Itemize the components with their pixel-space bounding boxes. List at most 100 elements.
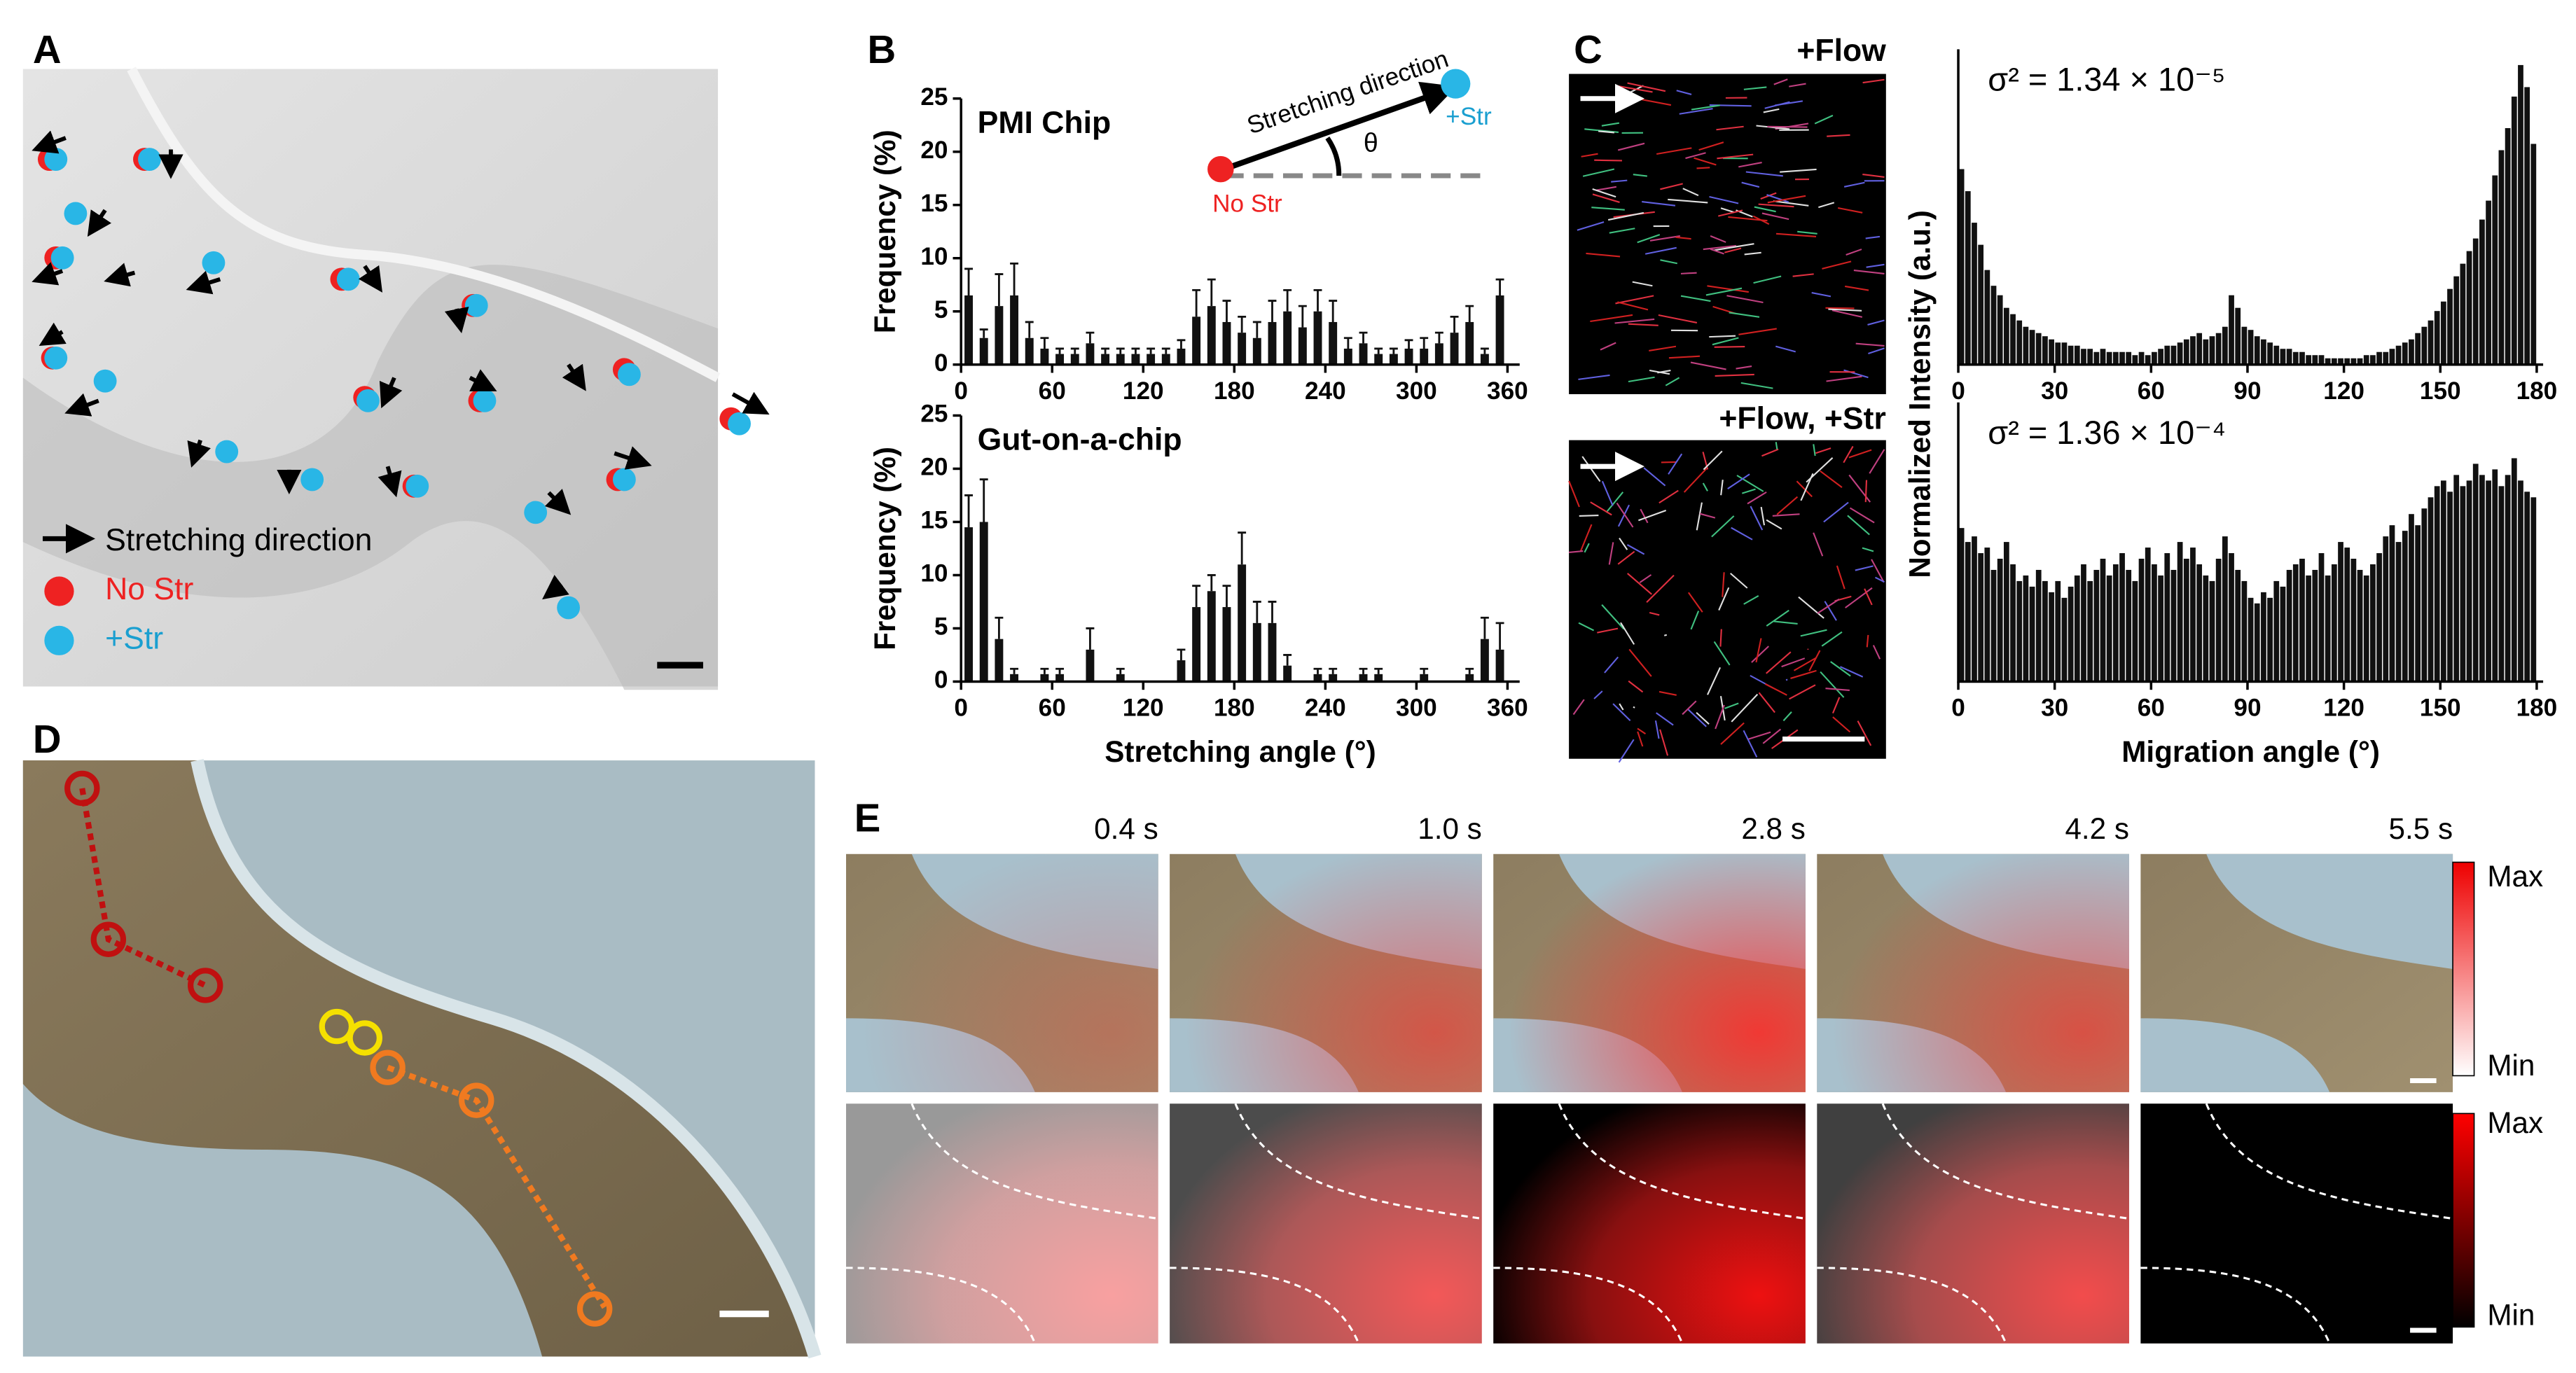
track: [1705, 287, 1743, 296]
track: [1683, 468, 1708, 493]
fluorescence-image: [2140, 1103, 2453, 1344]
histogram-bar: [1978, 553, 1984, 682]
track: [1800, 629, 1827, 637]
fluorescence-image: [1493, 1103, 1806, 1344]
histogram-bar: [2209, 580, 2215, 682]
histogram-bar: [2023, 575, 2029, 682]
track: [1729, 312, 1760, 318]
error-bar: [979, 328, 988, 338]
track: [1820, 671, 1845, 698]
channel-outline: [2140, 1103, 2453, 1344]
histogram-bar: [1978, 244, 1984, 365]
histogram-bar: [2035, 333, 2042, 365]
histogram-bar: [2093, 351, 2100, 365]
histogram-bar: [2112, 564, 2119, 682]
x-tick-label: 180: [1214, 377, 1255, 405]
y-tick-label: 20: [920, 137, 948, 164]
track: [1619, 537, 1628, 550]
bar: [1192, 607, 1201, 682]
track: [1832, 716, 1851, 733]
track: [1817, 598, 1840, 614]
bar: [1010, 295, 1019, 365]
histogram-bar: [2363, 355, 2369, 365]
time-lapse: 0.4 s 1.0 s 2.8 s 4.2 s 5.5 s: [846, 812, 2453, 1344]
track: [1712, 337, 1739, 346]
histogram-bar: [2145, 548, 2151, 682]
histogram-bar: [2325, 358, 2331, 365]
bar: [1010, 674, 1019, 682]
error-bar: [1420, 337, 1429, 349]
histogram-bar: [2376, 351, 2382, 365]
track: [1617, 301, 1649, 311]
track: [1615, 295, 1654, 305]
histogram-bar: [2434, 486, 2440, 682]
bar: [1374, 354, 1383, 365]
track: [1772, 513, 1800, 517]
image-label: +Flow, +Str: [1719, 401, 1885, 435]
legend-dot: [44, 625, 74, 655]
x-tick-label: 300: [1396, 695, 1437, 722]
time-label: 0.4 s: [1094, 812, 1158, 845]
histogram-bar: [1958, 528, 1965, 682]
bar: [1359, 343, 1368, 365]
y-tick-label: 10: [920, 243, 948, 270]
bar: [1313, 311, 1322, 365]
histogram-bar: [2106, 351, 2112, 365]
error-bar: [1374, 347, 1383, 354]
bar: [1329, 674, 1338, 682]
track: [1591, 207, 1625, 211]
track: [1627, 573, 1652, 595]
histogram-bar: [2530, 144, 2537, 365]
histogram-bar: [2505, 475, 2511, 682]
track: [1590, 314, 1633, 323]
track: [1867, 319, 1885, 326]
direction-arrows: [32, 130, 770, 600]
track: [1743, 595, 1759, 605]
histogram-bar: [2338, 358, 2343, 365]
track: [1868, 347, 1885, 355]
track: [1811, 292, 1831, 298]
track: [1568, 480, 1580, 508]
bar: [1116, 674, 1125, 682]
histogram-bar: [2190, 336, 2196, 365]
histogram-bar: [2357, 358, 2363, 365]
error-bar: [1101, 347, 1110, 354]
bar: [979, 522, 988, 682]
track: [1626, 544, 1645, 555]
histogram-bar: [2292, 351, 2299, 365]
angle-arc: [1325, 137, 1342, 176]
track: [1699, 513, 1716, 519]
track: [1827, 134, 1850, 137]
track: [1716, 125, 1744, 131]
bar: [1086, 343, 1095, 365]
annotation: σ² = 1.34 × 10⁻⁵: [1988, 62, 2225, 98]
histogram-bar: [2042, 336, 2048, 365]
error-bar: [1495, 622, 1504, 650]
track: [1661, 461, 1677, 464]
track: [1604, 656, 1619, 674]
track: [1727, 473, 1750, 489]
track: [1848, 449, 1872, 459]
error-bar: [1359, 331, 1368, 344]
histogram-bar: [2331, 358, 2337, 365]
track: [1687, 708, 1707, 727]
track: [1845, 285, 1869, 291]
bar: [1101, 354, 1110, 365]
bar: [1131, 354, 1140, 365]
histogram-bar: [2177, 542, 2183, 682]
track: [1638, 510, 1667, 522]
error-bar: [1207, 278, 1216, 307]
track: [1654, 720, 1660, 739]
histogram-bar: [1990, 286, 1997, 365]
track: [1790, 669, 1817, 679]
histogram-bar: [2312, 569, 2318, 682]
colorbar-label: Min: [2487, 1049, 2535, 1082]
histogram-bar: [2486, 480, 2491, 682]
histogram-bar: [1990, 569, 1997, 682]
track: [1789, 83, 1806, 88]
bar: [1298, 327, 1307, 365]
error-bar: [1298, 305, 1307, 328]
track: [1703, 244, 1737, 251]
